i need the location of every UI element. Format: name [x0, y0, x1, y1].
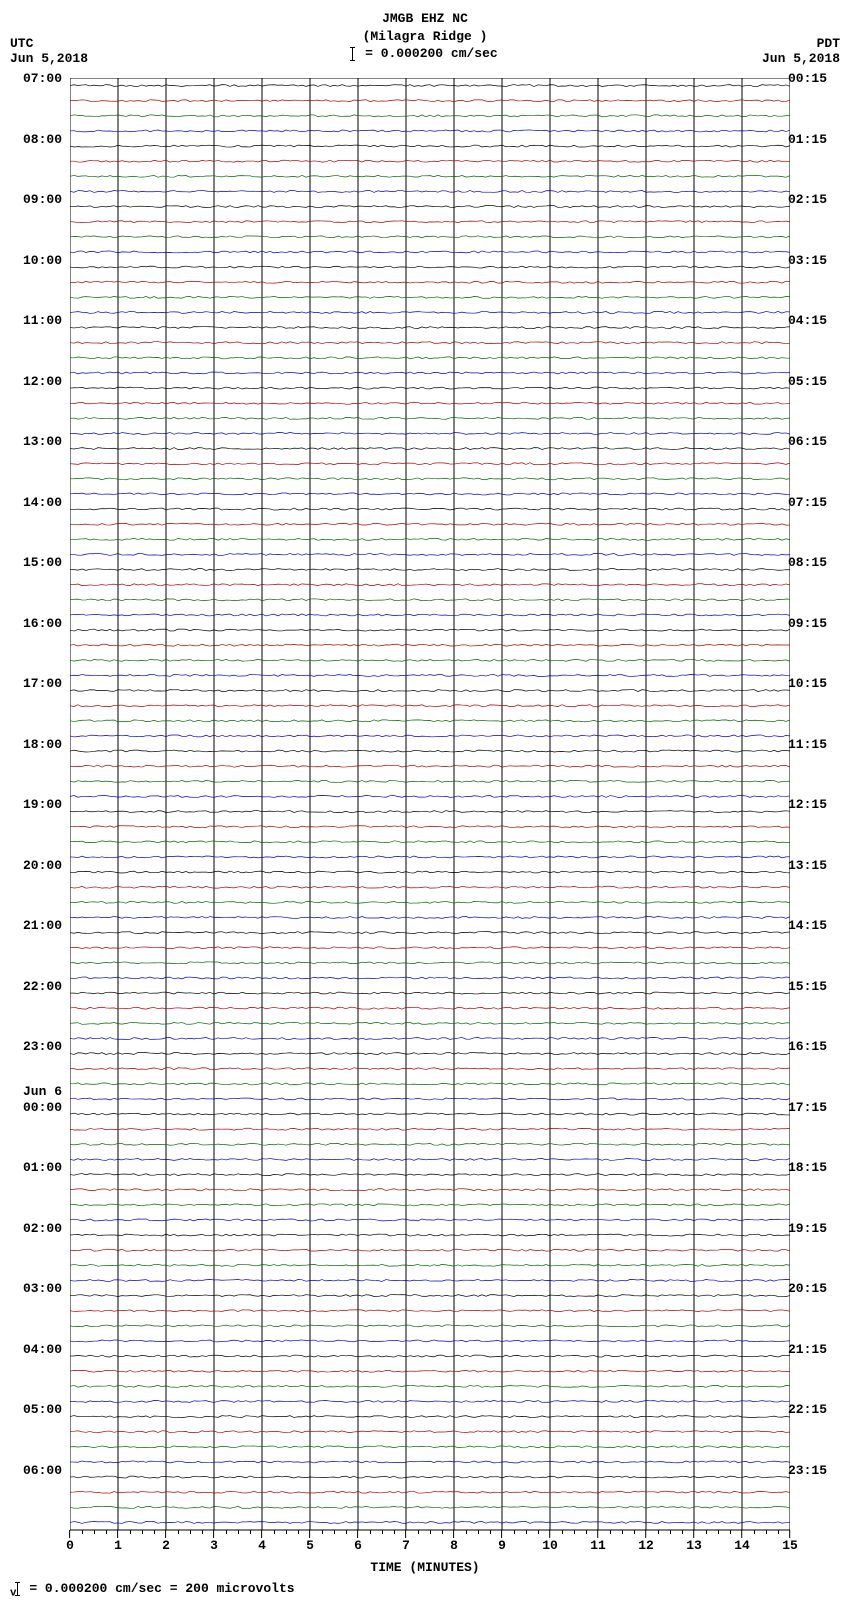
time-label: 16:00: [10, 616, 62, 631]
x-tick: 11: [590, 1530, 606, 1553]
time-label: 20:00: [10, 858, 62, 873]
x-tick: 15: [782, 1530, 798, 1553]
header: JMGB EHZ NC (Milagra Ridge ) = 0.000200 …: [10, 10, 840, 78]
time-label: 13:00: [10, 434, 62, 449]
time-label: 07:00: [10, 71, 62, 86]
utc-block: UTC Jun 5,2018: [10, 36, 88, 66]
time-label: 14:00: [10, 495, 62, 510]
time-label: 10:15: [788, 676, 840, 691]
seismogram-plot: [70, 78, 790, 1540]
time-label: 08:15: [788, 555, 840, 570]
x-tick: 6: [354, 1530, 362, 1553]
time-label: 18:00: [10, 737, 62, 752]
x-tick: 10: [542, 1530, 558, 1553]
x-tick: 8: [450, 1530, 458, 1553]
x-tick: 5: [306, 1530, 314, 1553]
time-label: 21:15: [788, 1342, 840, 1357]
x-tick: 7: [402, 1530, 410, 1553]
time-label: 18:15: [788, 1160, 840, 1175]
scale-bar-icon: [352, 47, 353, 61]
seismogram-chart: 07:0008:0009:0010:0011:0012:0013:0014:00…: [10, 78, 840, 1530]
time-label: 22:15: [788, 1402, 840, 1417]
time-label: 02:00: [10, 1221, 62, 1236]
footer-text: = 0.000200 cm/sec = 200 microvolts: [29, 1581, 294, 1596]
time-label: 03:15: [788, 253, 840, 268]
time-label: 23:15: [788, 1463, 840, 1478]
time-label: 09:15: [788, 616, 840, 631]
time-label: 17:15: [788, 1100, 840, 1115]
time-label: 13:15: [788, 858, 840, 873]
time-label: 05:15: [788, 374, 840, 389]
time-label: 01:00: [10, 1160, 62, 1175]
left-time-labels: 07:0008:0009:0010:0011:0012:0013:0014:00…: [10, 78, 62, 1530]
time-label: 01:15: [788, 132, 840, 147]
scale-bar-icon: [17, 1582, 18, 1596]
time-label: 02:15: [788, 192, 840, 207]
utc-date: Jun 5,2018: [10, 51, 88, 66]
time-label: 15:00: [10, 555, 62, 570]
time-label: 03:00: [10, 1281, 62, 1296]
x-tick: 12: [638, 1530, 654, 1553]
time-label: 19:15: [788, 1221, 840, 1236]
title-block: JMGB EHZ NC (Milagra Ridge ) = 0.000200 …: [10, 10, 840, 63]
time-label: 11:15: [788, 737, 840, 752]
x-tick: 0: [66, 1530, 74, 1553]
time-label: 09:00: [10, 192, 62, 207]
x-tick: 14: [734, 1530, 750, 1553]
time-label: 19:00: [10, 797, 62, 812]
time-label: 14:15: [788, 918, 840, 933]
time-label: 23:00: [10, 1039, 62, 1054]
right-time-labels: 00:1501:1502:1503:1504:1505:1506:1507:15…: [788, 78, 840, 1530]
time-label: 12:15: [788, 797, 840, 812]
time-label: 06:15: [788, 434, 840, 449]
station-line: JMGB EHZ NC: [10, 10, 840, 28]
pdt-label: PDT: [762, 36, 840, 51]
time-label: 06:00: [10, 1463, 62, 1478]
time-label: Jun 6: [10, 1084, 62, 1099]
x-axis: 0123456789101112131415: [10, 1530, 840, 1558]
time-label: 10:00: [10, 253, 62, 268]
time-label: 15:15: [788, 979, 840, 994]
pdt-block: PDT Jun 5,2018: [762, 36, 840, 66]
x-tick: 3: [210, 1530, 218, 1553]
x-tick: 13: [686, 1530, 702, 1553]
time-label: 00:00: [10, 1100, 62, 1115]
time-label: 07:15: [788, 495, 840, 510]
time-label: 22:00: [10, 979, 62, 994]
time-label: 04:15: [788, 313, 840, 328]
time-label: 20:15: [788, 1281, 840, 1296]
time-label: 11:00: [10, 313, 62, 328]
time-label: 00:15: [788, 71, 840, 86]
x-tick: 2: [162, 1530, 170, 1553]
x-tick: 9: [498, 1530, 506, 1553]
scale-text: = 0.000200 cm/sec: [365, 46, 498, 61]
location-line: (Milagra Ridge ): [10, 28, 840, 46]
time-label: 05:00: [10, 1402, 62, 1417]
x-axis-label: TIME (MINUTES): [10, 1560, 840, 1575]
time-label: 17:00: [10, 676, 62, 691]
time-label: 08:00: [10, 132, 62, 147]
scale-line: = 0.000200 cm/sec: [10, 45, 840, 63]
time-label: 04:00: [10, 1342, 62, 1357]
footer-scale: v = 0.000200 cm/sec = 200 microvolts: [10, 1581, 840, 1600]
time-label: 12:00: [10, 374, 62, 389]
time-label: 16:15: [788, 1039, 840, 1054]
x-tick: 4: [258, 1530, 266, 1553]
x-tick: 1: [114, 1530, 122, 1553]
utc-label: UTC: [10, 36, 88, 51]
pdt-date: Jun 5,2018: [762, 51, 840, 66]
time-label: 21:00: [10, 918, 62, 933]
